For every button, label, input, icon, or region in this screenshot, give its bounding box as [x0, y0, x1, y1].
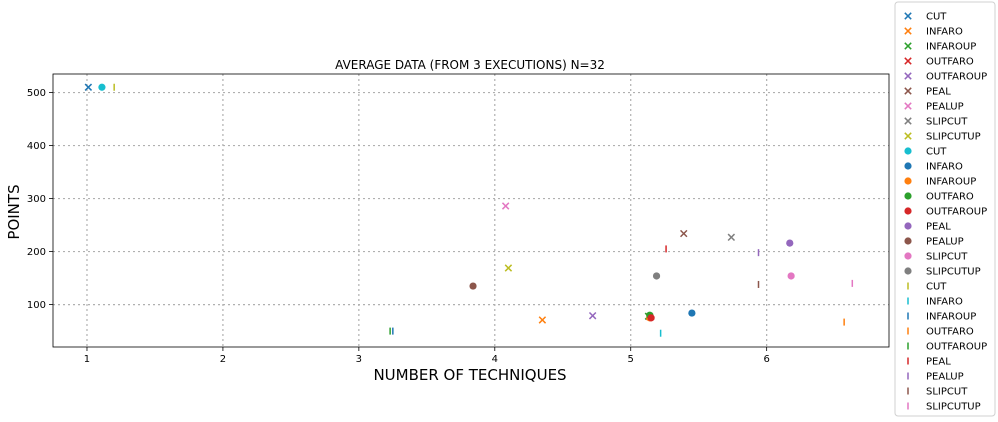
data-point: [538, 316, 547, 324]
legend-label: OUTFARO: [926, 57, 974, 68]
data-point: [501, 202, 510, 210]
legend-marker: [904, 27, 912, 35]
data-point: [84, 83, 93, 91]
x-tick-label: 3: [356, 354, 362, 365]
legend-marker: [904, 57, 912, 65]
legend-box: [894, 1, 996, 417]
legend-marker: [904, 162, 912, 170]
legend-label: CUT: [926, 12, 947, 23]
legend-marker: [904, 192, 912, 200]
legend-marker: [904, 207, 912, 215]
data-point: [504, 264, 513, 272]
data-point: [786, 239, 794, 247]
data-point: [98, 83, 106, 91]
legend-marker: [904, 222, 912, 230]
legend-label: PEAL: [926, 357, 951, 368]
legend-label: SLIPCUTUP: [926, 132, 981, 143]
axis-ticks: 1 2 3 4 5 6 100 200 300 400 500: [27, 88, 770, 365]
legend-marker: [904, 102, 912, 110]
legend-marker: [904, 87, 912, 95]
legend-label: INFARO: [926, 27, 963, 38]
data-point: [787, 272, 795, 280]
legend-marker: [904, 177, 912, 185]
legend-label: PEALUP: [926, 102, 964, 113]
legend-label: SLIPCUT: [926, 252, 968, 263]
data-point: [647, 314, 655, 322]
legend-marker: [904, 147, 912, 155]
x-tick-label: 2: [220, 354, 226, 365]
y-tick-label: 100: [27, 300, 46, 311]
legend-marker: [904, 42, 912, 50]
legend-label: INFAROUP: [926, 42, 976, 53]
legend-label: OUTFAROUP: [926, 72, 987, 83]
y-tick-label: 400: [27, 141, 46, 152]
legend-label: PEALUP: [926, 372, 964, 383]
x-tick-label: 4: [492, 354, 498, 365]
legend-label: INFARO: [926, 162, 963, 173]
legend-label: OUTFAROUP: [926, 207, 987, 218]
data-points: [84, 83, 854, 337]
y-tick-label: 200: [27, 247, 46, 258]
data-point: [588, 311, 597, 320]
x-axis-label: NUMBER OF TECHNIQUES: [373, 366, 566, 384]
legend-label: PEAL: [926, 222, 951, 233]
legend-label: OUTFARO: [926, 327, 974, 338]
chart-title: AVERAGE DATA (FROM 3 EXECUTIONS) N=32: [335, 58, 605, 72]
data-point: [727, 233, 736, 242]
legend-label: SLIPCUTUP: [926, 402, 981, 413]
legend-marker: [904, 117, 912, 125]
y-tick-label: 300: [27, 194, 46, 205]
legend-label: SLIPCUT: [926, 117, 968, 128]
data-point: [680, 229, 688, 238]
grid: [53, 74, 889, 347]
legend-label: PEAL: [926, 87, 951, 98]
legend-marker: [904, 237, 912, 245]
legend-label: INFAROUP: [926, 312, 976, 323]
legend-marker: [904, 12, 912, 20]
plot-frame: [52, 73, 890, 348]
x-tick-label: 1: [84, 354, 90, 365]
legend-label: OUTFAROUP: [926, 342, 987, 353]
legend-marker: [904, 132, 912, 140]
legend-marker: [904, 252, 912, 260]
legend-label: SLIPCUTUP: [926, 267, 981, 278]
legend-label: CUT: [926, 147, 947, 158]
legend-marker: [904, 267, 912, 275]
legend-label: SLIPCUT: [926, 387, 968, 398]
data-point: [652, 272, 661, 280]
y-axis-label: POINTS: [5, 184, 23, 239]
legend-label: INFARO: [926, 297, 963, 308]
data-point: [688, 309, 696, 317]
legend-label: CUT: [926, 282, 947, 293]
legend: CUT INFARO INFAROUP OUTFARO OUTFAROUP PEAL PEA…: [894, 1, 996, 417]
legend-label: INFAROUP: [926, 177, 976, 188]
y-tick-label: 500: [27, 88, 46, 99]
legend-marker: [904, 72, 912, 80]
legend-label: OUTFARO: [926, 192, 974, 203]
data-point: [469, 282, 477, 290]
x-tick-label: 6: [763, 354, 769, 365]
legend-label: PEALUP: [926, 237, 964, 248]
x-tick-label: 5: [628, 354, 634, 365]
